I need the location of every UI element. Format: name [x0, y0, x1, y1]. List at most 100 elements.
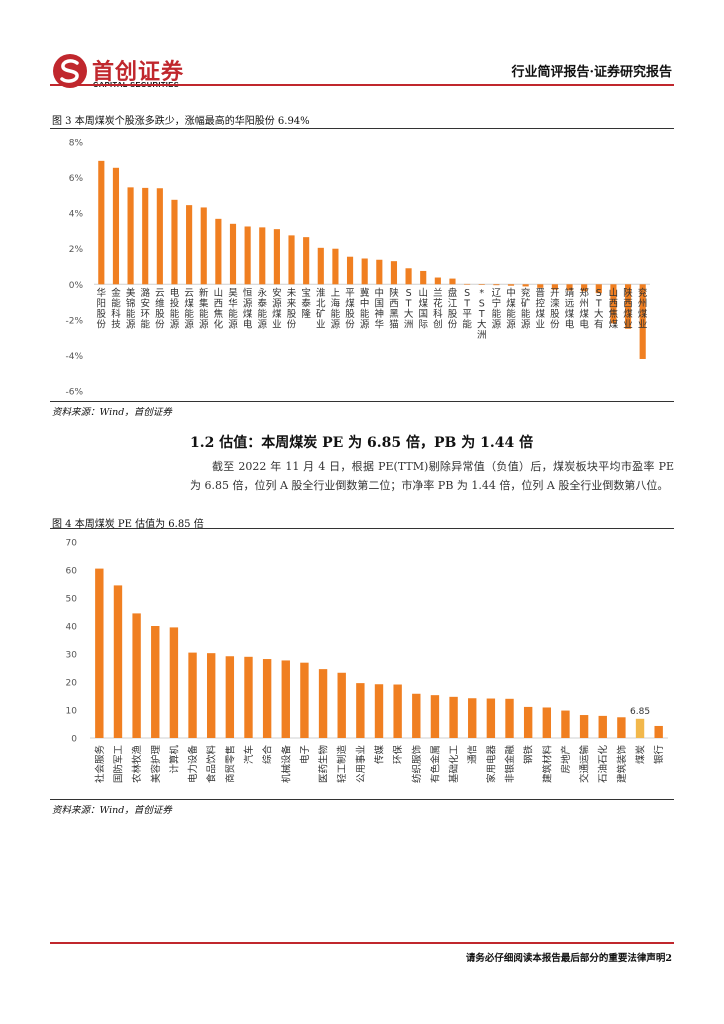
bar	[449, 696, 458, 738]
x-tick-label: 家用电器	[485, 745, 497, 784]
bar	[273, 229, 280, 285]
bar	[493, 284, 500, 286]
bar	[579, 715, 589, 738]
bar	[332, 248, 339, 285]
figure3-source: 资料来源：Wind，首创证券	[52, 407, 172, 418]
y-tick-label: -4%	[65, 352, 83, 362]
bar	[151, 626, 160, 738]
x-tick-label: 交通运输	[579, 745, 591, 784]
x-tick-label: 金能科技	[111, 287, 121, 331]
bar	[244, 226, 251, 285]
bar	[288, 235, 295, 285]
x-tick-label: 永泰能源	[258, 287, 268, 331]
x-tick-label: 煤炭	[635, 745, 647, 765]
x-tick-label: 轻工制造	[336, 745, 348, 784]
figure4-caption: 图 4 本周煤炭 PE 估值为 6.85 倍	[52, 519, 204, 530]
x-tick-label: S T 平能	[462, 288, 472, 331]
bar	[98, 160, 105, 285]
bar	[281, 660, 290, 738]
bar	[300, 662, 309, 738]
bar	[430, 695, 440, 738]
y-tick-label: 70	[66, 539, 78, 549]
x-tick-label: 云维股份	[155, 288, 165, 331]
industry-pe-chart: 70 60 50 40 30 20 10 0 社会服务 国防军工 农林牧渔 美容护理 计算机 电力设备 食品…	[66, 539, 668, 784]
y-tick-label: 8%	[69, 139, 84, 149]
x-tick-label: 陕西煤业	[623, 287, 633, 331]
bar	[390, 261, 398, 285]
x-tick-label: 农林牧渔	[131, 745, 143, 784]
data-label: 6.85	[630, 707, 650, 717]
bar	[215, 218, 222, 285]
x-tick-label: 山西焦化	[214, 288, 224, 331]
x-tick-label: * S T 大洲	[477, 288, 487, 341]
bar	[113, 585, 123, 738]
bar	[537, 284, 544, 288]
x-tick-label: 有色金属	[429, 745, 441, 783]
bar	[142, 187, 149, 285]
x-tick-label: 兖矿能源	[521, 287, 531, 331]
x-tick-label: 医药生物	[318, 745, 330, 784]
bar	[317, 247, 324, 285]
y-tick-label: -2%	[65, 316, 83, 326]
bar	[581, 284, 588, 292]
section-heading: 1.2 估值：本周煤炭 PE 为 6.85 倍，PB 为 1.44 倍	[190, 435, 534, 451]
bar	[318, 669, 328, 738]
x-tick-label: 汽车	[243, 745, 255, 764]
x-tick-label: 公用事业	[355, 745, 367, 783]
bar	[561, 710, 570, 738]
x-tick-label: 开滦股份	[550, 288, 560, 331]
y-tick-label: 6%	[69, 174, 84, 184]
bar	[449, 278, 456, 285]
x-tick-label: 纺织服饰	[411, 745, 423, 783]
x-tick-label: 宝泰隆	[301, 287, 311, 320]
x-tick-label: 电子	[299, 745, 311, 765]
x-tick-label: 华阳股份	[97, 287, 107, 331]
x-tick-label: 未来股份	[287, 287, 297, 331]
bar	[229, 223, 237, 285]
x-tick-label: 陕西黑猫	[389, 287, 399, 331]
x-tick-label: 机械设备	[280, 745, 292, 784]
x-tick-label: 环保	[392, 745, 404, 765]
x-tick-label: 中煤能源	[506, 287, 516, 331]
bar	[156, 188, 163, 285]
x-tick-label: 靖远煤电	[565, 287, 575, 331]
bar	[225, 656, 235, 738]
bar	[522, 284, 529, 287]
x-tick-label: 盘江股份	[448, 287, 458, 331]
x-tick-label: 潞安环能	[140, 287, 150, 331]
x-tick-label: 建筑材料	[541, 745, 553, 784]
bar	[259, 227, 266, 285]
x-tick-label: 中国神华	[375, 287, 385, 331]
x-tick-label: 淮北矿业	[316, 288, 326, 331]
bar	[393, 684, 402, 738]
x-tick-label: 昊华能源	[228, 288, 238, 331]
bar	[412, 693, 421, 738]
figure3-bottom-rule	[50, 401, 674, 402]
bar	[361, 258, 368, 285]
x-tick-label: 电力设备	[187, 745, 199, 784]
bar	[186, 205, 193, 285]
bar	[374, 684, 384, 738]
bar	[132, 613, 141, 738]
x-tick-label: 国防军工	[112, 745, 124, 784]
x-tick-label: 上海能源	[331, 288, 341, 331]
bar	[420, 270, 427, 285]
y-tick-label: 10	[66, 707, 78, 717]
x-tick-label: 兰花科创	[433, 287, 443, 331]
report-type-title: 行业简评报告·证券研究报告	[511, 65, 672, 80]
bar	[551, 284, 558, 290]
bar	[595, 284, 602, 294]
bar	[464, 283, 471, 285]
bar	[171, 199, 178, 285]
bar	[262, 659, 272, 738]
bar	[598, 715, 607, 738]
bar	[434, 277, 441, 285]
bar	[200, 207, 207, 285]
x-tick-label: 恒源煤电	[243, 287, 253, 331]
x-tick-label: 兖州煤业	[638, 287, 648, 331]
y-tick-label: 20	[66, 679, 78, 689]
x-tick-label: 美锦能源	[126, 287, 136, 331]
bar	[169, 627, 179, 738]
y-tick-label: 30	[66, 651, 78, 661]
bar	[478, 284, 485, 285]
